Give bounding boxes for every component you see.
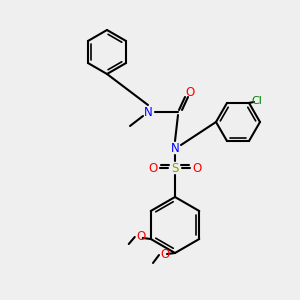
Text: N: N (171, 142, 179, 154)
Text: O: O (160, 248, 169, 262)
Text: S: S (171, 161, 179, 175)
Text: O: O (148, 161, 158, 175)
Text: O: O (192, 161, 202, 175)
Text: O: O (136, 230, 146, 244)
Text: N: N (144, 106, 152, 118)
Text: O: O (185, 86, 195, 100)
Text: Cl: Cl (252, 96, 262, 106)
